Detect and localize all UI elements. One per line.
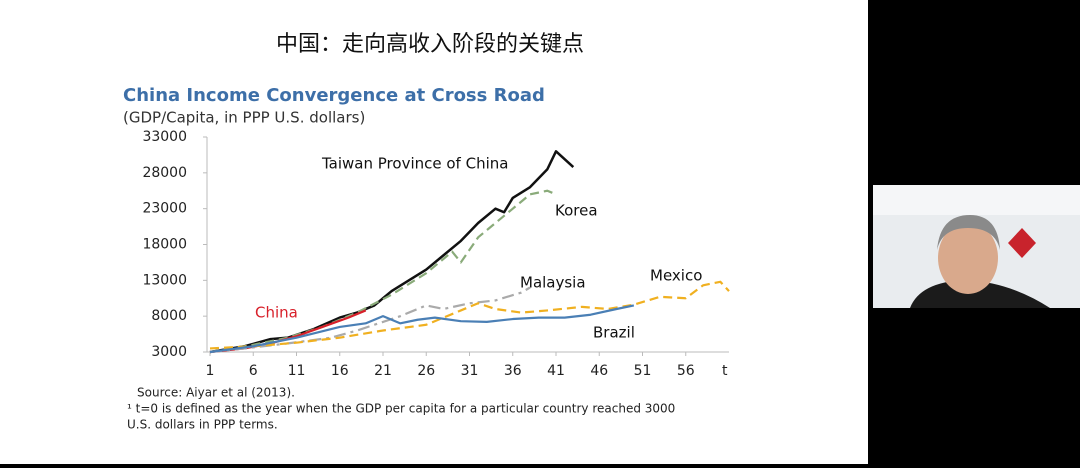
- series-label: Mexico: [650, 267, 702, 285]
- series-label: Brazil: [593, 324, 635, 342]
- chart-title: China Income Convergence at Cross Road: [123, 85, 545, 106]
- y-tick-label: 3000: [151, 344, 187, 360]
- x-axis-label: t: [722, 363, 728, 379]
- x-tick-label: 56: [677, 363, 695, 379]
- note: Source: Aiyar et al (2013).: [137, 386, 295, 400]
- y-tick-label: 23000: [142, 201, 187, 217]
- y-tick-label: 13000: [142, 272, 187, 288]
- y-tick-label: 8000: [151, 308, 187, 324]
- x-tick-label: 41: [547, 363, 565, 379]
- series-label: Taiwan Province of China: [321, 155, 508, 173]
- series-label: Korea: [555, 202, 598, 220]
- slide: [0, 0, 868, 464]
- note: ¹ t=0 is defined as the year when the GD…: [127, 402, 675, 416]
- y-tick-label: 18000: [142, 237, 187, 253]
- x-tick-label: 31: [461, 363, 479, 379]
- y-tick-label: 33000: [142, 129, 187, 145]
- x-tick-label: 36: [504, 363, 522, 379]
- y-tick-label: 28000: [142, 165, 187, 181]
- logo: [1008, 228, 1036, 258]
- x-tick-label: 6: [249, 363, 258, 379]
- x-tick-label: 46: [590, 363, 608, 379]
- x-tick-label: 1: [206, 363, 215, 379]
- series-label: China: [255, 304, 298, 322]
- x-tick-label: 51: [634, 363, 652, 379]
- ceiling: [873, 185, 1080, 215]
- x-tick-label: 21: [374, 363, 392, 379]
- series-line: [209, 280, 730, 350]
- x-tick-label: 16: [331, 363, 349, 379]
- slide-title: 中国：走向高收入阶段的关键点: [276, 32, 584, 57]
- person-body: [910, 280, 1050, 308]
- note: U.S. dollars in PPP terms.: [127, 418, 278, 432]
- chart-subtitle: (GDP/Capita, in PPP U.S. dollars): [123, 109, 365, 127]
- x-tick-label: 11: [288, 363, 306, 379]
- webcam: [873, 185, 1080, 308]
- person-face: [938, 222, 998, 294]
- series-label: Malaysia: [520, 274, 586, 292]
- x-tick-label: 26: [417, 363, 435, 379]
- series-line: [209, 304, 635, 354]
- person-hair: [937, 215, 1000, 250]
